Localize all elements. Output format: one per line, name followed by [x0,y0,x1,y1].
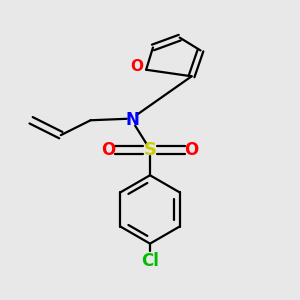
Text: N: N [125,111,139,129]
Text: O: O [101,141,116,159]
Text: O: O [131,59,144,74]
Text: Cl: Cl [141,252,159,270]
Text: O: O [184,141,199,159]
Text: S: S [143,141,157,159]
